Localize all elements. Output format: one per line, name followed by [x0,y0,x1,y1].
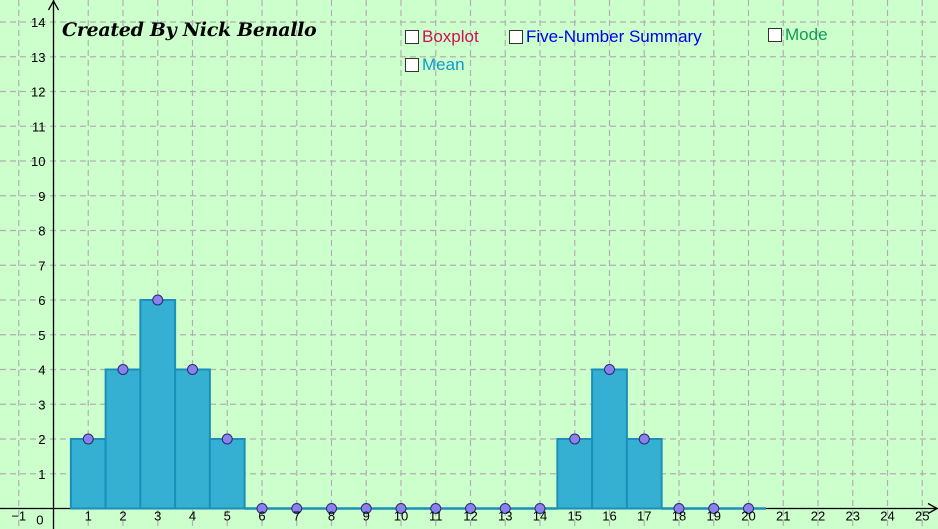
y-tick-label: 6 [38,293,45,308]
x-tick-label: 5 [224,509,231,524]
x-tick-label: 10 [394,509,408,524]
mean-label: Mean [422,55,465,74]
histogram-bar [69,438,107,510]
data-point[interactable] [291,503,303,514]
data-point[interactable] [430,503,442,514]
x-tick-label: 14 [533,509,547,524]
x-tick-label: 16 [602,509,616,524]
y-tick-label: 13 [31,50,45,65]
histogram-bar [174,368,211,510]
data-point[interactable] [117,364,129,375]
credit-text: Created By Nick Benallo [62,19,317,41]
five-number-summary-label: Five-Number Summary [526,27,702,46]
checkbox-square[interactable] [405,58,419,72]
data-point[interactable] [256,503,268,514]
data-point[interactable] [360,503,372,514]
x-tick-label: 23 [846,509,860,524]
mean-checkbox[interactable]: Mean [405,55,465,75]
histogram-bar [208,438,246,510]
data-point[interactable] [465,503,476,514]
mode-checkbox[interactable]: Mode [768,25,828,45]
histogram-bar [625,438,663,510]
x-tick-label: 3 [154,509,161,524]
y-axis-arrow [47,0,60,11]
x-tick-label: −1 [11,509,26,524]
y-tick-label: 7 [38,258,45,273]
checkbox-square[interactable] [405,30,419,44]
x-tick-label: 7 [293,509,300,524]
tick-labels: −1 1 2 3 4 5 6 7 8 9 10 11 12 13 14 15 16 17 18 19 20 21 22 23 2… [11,15,929,528]
y-tick-label: 4 [38,363,45,378]
y-tick-label: 3 [38,397,45,412]
data-point[interactable] [569,433,581,445]
data-point[interactable] [673,503,685,514]
histogram-bar [556,438,594,510]
x-tick-label: 13 [498,509,512,524]
y-tick-label: 11 [32,119,46,134]
y-tick-label: 8 [38,224,45,239]
data-point[interactable] [395,503,407,514]
data-point[interactable] [708,503,720,514]
y-tick-label: 5 [38,328,45,343]
histogram-bar [139,299,177,510]
x-tick-label: 21 [776,509,790,524]
y-tick-label: 10 [31,154,45,169]
checkbox-square[interactable] [509,30,523,44]
y-tick-label: 12 [31,85,45,100]
boxplot-checkbox[interactable]: Boxplot [405,27,479,47]
x-tick-label: 25 [915,509,929,524]
x-tick-label: 11 [429,509,443,524]
x-axis-arrow [927,502,938,515]
y-tick-label: 9 [38,189,45,204]
data-point[interactable] [152,294,164,306]
data-point[interactable] [221,433,233,445]
data-point[interactable] [534,503,546,514]
y-tick-label: 1 [38,467,45,482]
data-point[interactable] [743,503,754,514]
x-tick-label: 8 [328,509,335,524]
x-tick-label: 17 [637,509,651,524]
boxplot-label: Boxplot [422,27,479,46]
x-tick-label: 19 [707,509,721,524]
x-tick-label: 18 [672,509,686,524]
origin-label: 0 [36,513,43,528]
data-point[interactable] [82,433,94,445]
data-point[interactable] [187,364,198,375]
histogram-bar [591,368,628,510]
data-point[interactable] [499,503,511,514]
data-points[interactable] [82,294,754,514]
y-tick-label: 14 [31,15,45,30]
x-tick-label: 12 [463,509,477,524]
checkbox-square[interactable] [768,28,782,42]
x-tick-label: 22 [811,509,825,524]
x-tick-label: 4 [189,509,196,524]
x-tick-label: 20 [741,509,755,524]
bars [69,299,766,510]
x-tick-label: 6 [258,509,265,524]
x-tick-label: 24 [880,509,894,524]
x-tick-label: 15 [568,509,582,524]
histogram-bar [104,368,142,510]
data-point[interactable] [604,364,615,375]
x-tick-label: 9 [363,509,370,524]
y-tick-label: 2 [38,432,45,447]
five-number-summary-checkbox[interactable]: Five-Number Summary [509,27,702,47]
data-point[interactable] [638,433,650,445]
mode-label: Mode [785,25,828,44]
x-tick-label: 2 [119,509,126,524]
data-point[interactable] [326,503,337,514]
x-tick-label: 1 [85,509,92,524]
